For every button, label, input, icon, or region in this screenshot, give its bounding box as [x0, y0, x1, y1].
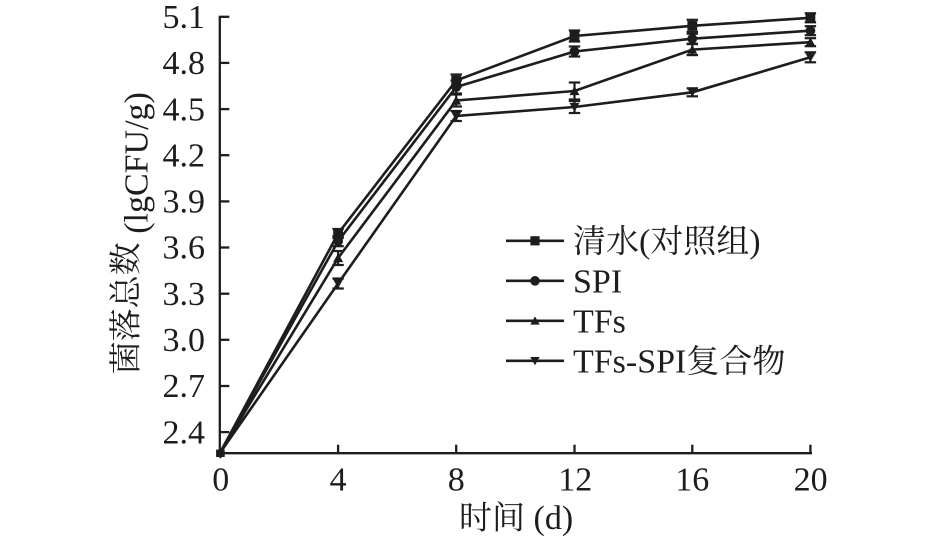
svg-text:): )	[749, 224, 760, 261]
svg-text:TFs-SPI: TFs-SPI	[573, 344, 686, 381]
svg-text:3.9: 3.9	[163, 184, 206, 221]
svg-text:20: 20	[794, 462, 828, 499]
svg-text:3.6: 3.6	[163, 230, 206, 267]
svg-text:0: 0	[212, 462, 229, 499]
svg-text:(: (	[639, 224, 650, 261]
svg-text:3.0: 3.0	[163, 322, 206, 359]
svg-text:SPI: SPI	[573, 264, 622, 301]
svg-text:4.8: 4.8	[163, 45, 206, 82]
svg-text:5.1: 5.1	[163, 0, 206, 36]
svg-text:4: 4	[330, 462, 347, 499]
svg-text:TFs: TFs	[573, 304, 626, 341]
svg-text:3.3: 3.3	[163, 276, 206, 313]
svg-text:(d): (d)	[534, 500, 574, 537]
svg-text:4.5: 4.5	[163, 91, 206, 128]
svg-text:(lgCFU/g): (lgCFU/g)	[119, 92, 156, 234]
svg-text:4.2: 4.2	[163, 137, 206, 174]
svg-text:2.4: 2.4	[163, 414, 206, 451]
svg-text:12: 12	[558, 462, 592, 499]
svg-text:8: 8	[448, 462, 465, 499]
svg-text:2.7: 2.7	[163, 368, 206, 405]
svg-text:16: 16	[675, 462, 709, 499]
